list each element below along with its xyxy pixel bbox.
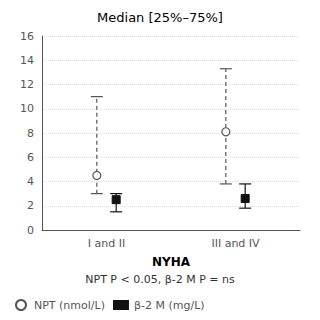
svg-text:I and II: I and II bbox=[88, 237, 125, 250]
svg-text:NPT (nmol/L): NPT (nmol/L) bbox=[34, 299, 105, 312]
svg-text:Median [25%–75%]: Median [25%–75%] bbox=[97, 10, 223, 25]
svg-text:10: 10 bbox=[20, 102, 34, 115]
svg-text:14: 14 bbox=[20, 54, 34, 67]
svg-text:III and IV: III and IV bbox=[211, 237, 260, 250]
svg-text:0: 0 bbox=[27, 224, 34, 237]
svg-text:4: 4 bbox=[27, 175, 34, 188]
svg-text:12: 12 bbox=[20, 78, 34, 91]
svg-text:NPT P < 0.05, β-2 M P = ns: NPT P < 0.05, β-2 M P = ns bbox=[85, 273, 235, 286]
svg-text:8: 8 bbox=[27, 127, 34, 140]
svg-text:NYHA: NYHA bbox=[152, 255, 191, 269]
svg-text:6: 6 bbox=[27, 151, 34, 164]
svg-text:2: 2 bbox=[27, 199, 34, 212]
svg-text:β-2 M (mg/L): β-2 M (mg/L) bbox=[134, 299, 205, 312]
svg-text:16: 16 bbox=[20, 30, 34, 43]
